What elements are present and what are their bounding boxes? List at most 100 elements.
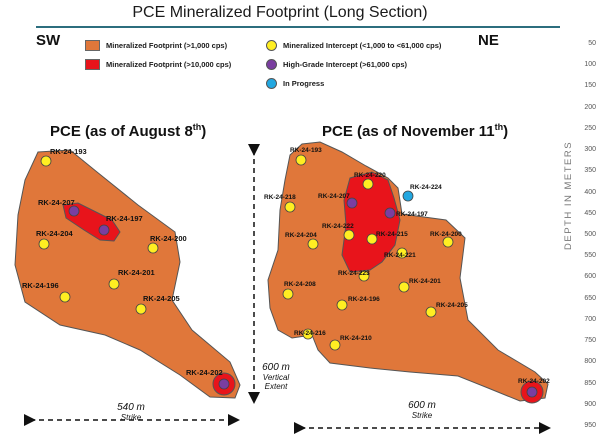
depth-tick: 350 bbox=[584, 167, 596, 175]
hole-label: RK-24-202 bbox=[518, 378, 550, 385]
drill-hole-dot bbox=[282, 288, 294, 300]
panel-left-title: PCE (as of August 8th) bbox=[50, 122, 207, 140]
drill-hole-dot bbox=[346, 197, 358, 209]
depth-tick: 250 bbox=[584, 124, 596, 132]
hole-label: RK-24-204 bbox=[285, 232, 317, 239]
legend-label: In Progress bbox=[283, 79, 325, 88]
drill-hole-dot bbox=[398, 281, 410, 293]
hole-label: RK-24-205 bbox=[436, 302, 468, 309]
depth-axis: 50 100 150 200 250 300 350 400 450 500 5… bbox=[560, 30, 600, 439]
depth-tick: 650 bbox=[584, 294, 596, 302]
hole-label: RK-24-201 bbox=[409, 278, 441, 285]
hole-label: RK-24-220 bbox=[354, 172, 386, 179]
drill-hole-dot bbox=[147, 242, 159, 254]
drill-hole-dot bbox=[425, 306, 437, 318]
strike-value: 600 m bbox=[408, 400, 436, 411]
hole-label: RK-24-207 bbox=[38, 198, 75, 207]
legend-item-footprint-10000: Mineralized Footprint (>10,000 cps) bbox=[85, 59, 231, 70]
drill-hole-dot bbox=[329, 339, 341, 351]
hole-label: RK-24-200 bbox=[430, 231, 462, 238]
drill-hole-dot bbox=[307, 238, 319, 250]
drill-hole-dot bbox=[362, 178, 374, 190]
drill-hole-dot bbox=[384, 207, 396, 219]
legend-label: Mineralized Intercept (<1,000 to <61,000… bbox=[283, 41, 442, 50]
right-section: RK-24-193 RK-24-220 RK-24-224 RK-24-218 … bbox=[264, 141, 550, 404]
strike-value: 540 m bbox=[117, 402, 145, 413]
left-section: RK-24-193 RK-24-207 RK-24-197 RK-24-204 … bbox=[14, 147, 241, 399]
drill-hole-dot bbox=[396, 247, 408, 259]
legend-label: Mineralized Footprint (>1,000 cps) bbox=[106, 41, 228, 50]
drill-hole-dot bbox=[135, 303, 147, 315]
extent-caption-2: Extent bbox=[264, 382, 288, 391]
depth-tick: 200 bbox=[584, 103, 596, 111]
hole-label: RK-24-218 bbox=[264, 194, 296, 201]
legend-label: High-Grade Intercept (>61,000 cps) bbox=[283, 60, 407, 69]
drill-hole-dot bbox=[402, 190, 414, 202]
drill-hole-dot bbox=[336, 299, 348, 311]
depth-tick: 800 bbox=[584, 358, 596, 366]
drill-hole-dot bbox=[295, 154, 307, 166]
hole-label: RK-24-202 bbox=[186, 368, 223, 377]
page-title: PCE Mineralized Footprint (Long Section) bbox=[132, 4, 428, 21]
hole-label: RK-24-224 bbox=[410, 184, 442, 191]
hole-label: RK-24-222 bbox=[322, 223, 354, 230]
depth-tick: 300 bbox=[584, 146, 596, 154]
extent-value: 600 m bbox=[262, 362, 290, 373]
hole-label: RK-24-210 bbox=[340, 335, 372, 342]
hole-label: RK-24-223 bbox=[338, 270, 370, 277]
vertical-extent-label: 600 m Vertical Extent bbox=[256, 362, 296, 391]
left-strike-label: 540 m Strike bbox=[96, 402, 166, 422]
depth-tick: 550 bbox=[584, 252, 596, 260]
drill-hole-dot bbox=[218, 378, 230, 390]
depth-tick: 50 bbox=[588, 40, 596, 47]
drill-hole-dot bbox=[366, 233, 378, 245]
drill-hole-dot bbox=[108, 278, 120, 290]
orange-swatch-icon bbox=[85, 40, 100, 51]
purple-dot-icon bbox=[266, 59, 277, 70]
right-strike-label: 600 m Strike bbox=[382, 400, 462, 420]
legend-item-in-progress: In Progress bbox=[266, 78, 324, 89]
drill-hole-dot bbox=[40, 155, 52, 167]
hole-label: RK-24-200 bbox=[150, 234, 187, 243]
legend-item-high-grade: High-Grade Intercept (>61,000 cps) bbox=[266, 59, 407, 70]
drill-hole-dot bbox=[302, 328, 314, 340]
red-swatch-icon bbox=[85, 59, 100, 70]
strike-caption: Strike bbox=[120, 413, 142, 422]
drill-hole-dot bbox=[98, 224, 110, 236]
title-divider bbox=[36, 26, 560, 28]
depth-axis-label: DEPTH IN METERS bbox=[563, 140, 574, 250]
drill-hole-dot bbox=[59, 291, 71, 303]
drill-hole-dot bbox=[343, 229, 355, 241]
hole-label: RK-24-215 bbox=[376, 231, 408, 238]
yellow-dot-icon bbox=[266, 40, 277, 51]
drill-hole-dot bbox=[526, 386, 538, 398]
panel-right-title: PCE (as of November 11th) bbox=[322, 122, 509, 140]
drill-hole-dot bbox=[284, 201, 296, 213]
right-high-grade-zone bbox=[341, 171, 401, 273]
legend-item-footprint-1000: Mineralized Footprint (>1,000 cps) bbox=[85, 40, 227, 51]
depth-tick: 600 bbox=[584, 273, 596, 281]
hole-label: RK-24-196 bbox=[348, 296, 380, 303]
legend-label: Mineralized Footprint (>10,000 cps) bbox=[106, 60, 232, 69]
depth-tick: 500 bbox=[584, 231, 596, 238]
direction-sw: SW bbox=[36, 32, 61, 49]
drill-hole-dot bbox=[68, 205, 80, 217]
hole-label: RK-24-193 bbox=[50, 147, 87, 156]
hole-label: RK-24-207 bbox=[318, 193, 350, 200]
extent-caption-1: Vertical bbox=[262, 373, 290, 382]
depth-tick: 950 bbox=[584, 422, 596, 429]
drill-hole-dot bbox=[358, 270, 370, 282]
legend-item-intercept: Mineralized Intercept (<1,000 to <61,000… bbox=[266, 40, 441, 51]
hole-label: RK-24-221 bbox=[384, 252, 416, 259]
strike-caption: Strike bbox=[411, 411, 433, 420]
right-footprint-shape bbox=[267, 141, 549, 402]
depth-tick: 450 bbox=[584, 209, 596, 217]
depth-tick: 900 bbox=[584, 400, 596, 408]
hole-label: RK-24-197 bbox=[106, 214, 143, 223]
hole-label: RK-24-205 bbox=[143, 294, 180, 303]
depth-tick: 150 bbox=[584, 82, 596, 90]
drill-hole-dot bbox=[38, 238, 50, 250]
hole-label: RK-24-197 bbox=[396, 211, 428, 218]
hole-label: RK-24-196 bbox=[22, 281, 59, 290]
